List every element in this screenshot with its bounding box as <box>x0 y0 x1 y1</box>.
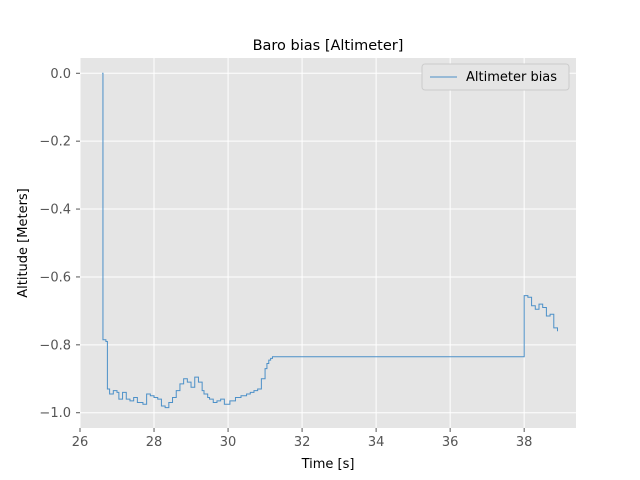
x-tick-label: 34 <box>368 435 385 450</box>
y-tick-label: −0.6 <box>39 270 71 285</box>
y-axis-ticks: 0.0 −0.2 −0.4 −0.6 −0.8 −1.0 <box>39 67 80 421</box>
x-tick-label: 36 <box>442 435 459 450</box>
legend: Altimeter bias <box>421 63 570 91</box>
series-line-altimeter-bias <box>102 72 558 409</box>
y-tick-label: −0.8 <box>39 338 71 353</box>
x-tick-label: 30 <box>220 435 237 450</box>
y-tick-label: −1.0 <box>39 406 71 421</box>
grid <box>79 58 576 428</box>
y-axis-label: Altitude [Meters] <box>16 188 31 298</box>
y-tick-label: −0.2 <box>39 135 71 150</box>
plot-area <box>80 58 576 428</box>
legend-label: Altimeter bias <box>466 70 557 85</box>
y-tick-label: 0.0 <box>50 67 71 82</box>
y-tick-label: −0.4 <box>39 203 71 218</box>
x-axis-label: Time [s] <box>301 457 355 472</box>
x-tick-label: 28 <box>146 435 163 450</box>
x-tick-label: 38 <box>516 435 533 450</box>
x-tick-label: 26 <box>72 435 89 450</box>
x-axis-ticks: 26 28 30 32 34 36 38 <box>72 428 533 450</box>
series-layer <box>102 72 558 409</box>
legend-box <box>421 63 570 91</box>
chart-title: Baro bias [Altimeter] <box>253 38 404 54</box>
x-tick-label: 32 <box>294 435 311 450</box>
